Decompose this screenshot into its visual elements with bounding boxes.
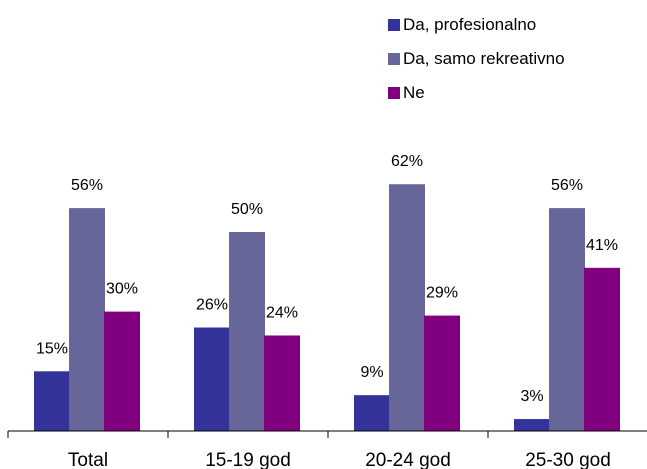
category-label-1: 15-19 god bbox=[205, 450, 291, 469]
bar-no-3 bbox=[584, 267, 620, 431]
value-label-no-0: 30% bbox=[106, 281, 138, 298]
category-labels: Total 15-19 god 20-24 god 25-30 god bbox=[68, 450, 611, 469]
bar-recreational-2 bbox=[389, 184, 425, 431]
legend-label-professional: Da, profesionalno bbox=[403, 15, 537, 34]
legend-item-recreational: Da, samo rekreativno bbox=[388, 42, 565, 76]
legend-item-no: Ne bbox=[388, 76, 565, 110]
bar-no-1 bbox=[264, 335, 300, 431]
bar-recreational-3 bbox=[549, 208, 585, 431]
value-label-no-2: 29% bbox=[426, 285, 458, 302]
legend: Da, profesionalno Da, samo rekreativno N… bbox=[388, 8, 565, 110]
legend-swatch-professional bbox=[388, 19, 400, 31]
bar-professional-2 bbox=[354, 395, 390, 431]
bar-professional-3 bbox=[514, 419, 550, 431]
value-label-professional-0: 15% bbox=[36, 340, 68, 357]
value-labels-layer: 15% 56% 30% 26% 50% 24% 9% 62% 29% 3% 56% 41% bbox=[36, 153, 618, 405]
bar-no-2 bbox=[424, 315, 460, 431]
value-label-professional-2: 9% bbox=[360, 364, 383, 381]
category-label-2: 20-24 god bbox=[365, 450, 451, 469]
legend-label-recreational: Da, samo rekreativno bbox=[403, 49, 565, 68]
x-axis-ticks bbox=[7, 431, 489, 438]
bar-no-0 bbox=[104, 311, 140, 431]
value-label-professional-3: 3% bbox=[520, 388, 543, 405]
value-label-no-1: 24% bbox=[266, 304, 298, 321]
legend-swatch-recreational bbox=[388, 53, 400, 65]
bars-layer bbox=[34, 184, 620, 431]
value-label-no-3: 41% bbox=[586, 237, 618, 254]
value-label-professional-1: 26% bbox=[196, 297, 228, 314]
category-label-0: Total bbox=[68, 450, 108, 469]
bar-recreational-0 bbox=[69, 208, 105, 431]
legend-swatch-no bbox=[388, 87, 400, 99]
bar-professional-1 bbox=[194, 327, 230, 431]
value-label-recreational-2: 62% bbox=[391, 153, 423, 170]
category-label-3: 25-30 god bbox=[525, 450, 611, 469]
value-label-recreational-3: 56% bbox=[551, 177, 583, 194]
bar-recreational-1 bbox=[229, 232, 265, 431]
value-label-recreational-1: 50% bbox=[231, 201, 263, 218]
legend-item-professional: Da, profesionalno bbox=[388, 8, 565, 42]
bar-professional-0 bbox=[34, 371, 70, 431]
legend-label-no: Ne bbox=[403, 83, 425, 102]
value-label-recreational-0: 56% bbox=[71, 177, 103, 194]
